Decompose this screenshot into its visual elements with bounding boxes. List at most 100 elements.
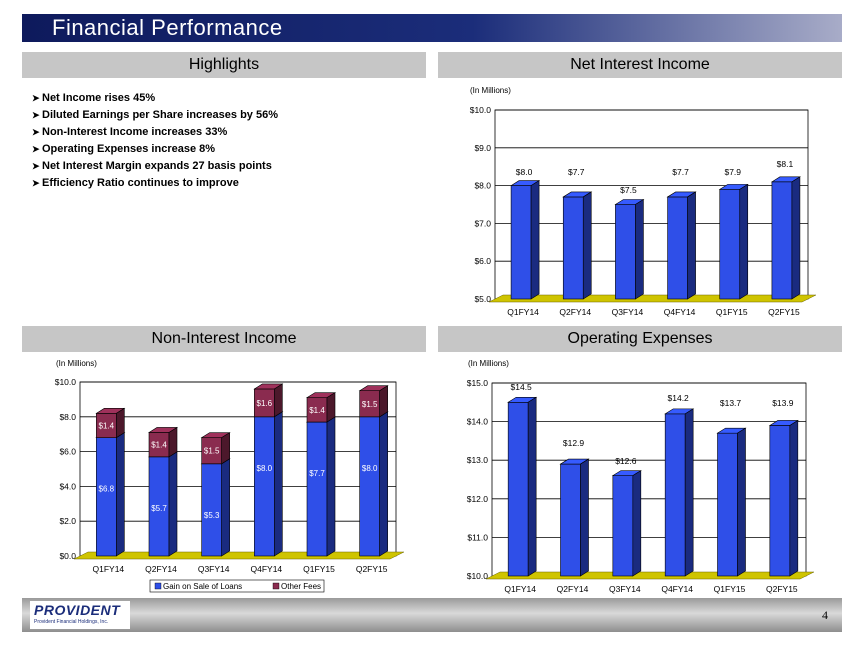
highlight-item: ➤ Operating Expenses increase 8% xyxy=(32,141,412,158)
bar-front xyxy=(562,196,584,300)
chart-floor xyxy=(73,551,405,560)
x-tick-label: Q4FY14 xyxy=(661,584,693,594)
data-label: $1.5 xyxy=(204,447,220,456)
bar-segment xyxy=(305,392,337,423)
y-tick-label: $15.0 xyxy=(467,378,489,388)
arrow-bullet-icon: ➤ xyxy=(32,93,40,103)
units-note: (In Millions) xyxy=(56,359,97,368)
bar-side xyxy=(168,426,178,458)
bar-front xyxy=(507,401,529,577)
x-tick-label: Q1FY15 xyxy=(716,307,748,317)
bar-front xyxy=(560,463,581,577)
highlight-text: Efficiency Ratio continues to improve xyxy=(42,177,239,189)
y-tick-label: $9.0 xyxy=(474,143,491,153)
bar-side xyxy=(274,411,283,557)
y-tick-label: $8.0 xyxy=(59,412,76,422)
bar-side xyxy=(379,411,388,557)
data-label: $1.6 xyxy=(257,399,273,408)
chart-floor xyxy=(488,294,817,303)
data-label: $8.0 xyxy=(257,464,273,473)
bar-side xyxy=(580,458,589,577)
bar-segment xyxy=(95,432,126,557)
y-tick-label: $6.0 xyxy=(474,256,491,266)
arrow-bullet-icon: ➤ xyxy=(32,178,40,188)
y-tick-label: $12.0 xyxy=(467,494,489,504)
highlight-item: ➤ Net Income rises 45% xyxy=(32,90,412,107)
highlight-item: ➤ Non-Interest Income increases 33% xyxy=(32,124,412,141)
bar-front xyxy=(510,185,532,300)
bar-segment xyxy=(305,416,337,557)
highlight-text: Non-Interest Income increases 33% xyxy=(42,126,228,138)
x-tick-label: Q2FY15 xyxy=(768,307,800,317)
x-tick-label: Q4FY14 xyxy=(251,564,283,574)
x-tick-label: Q1FY14 xyxy=(504,584,536,594)
bar-side xyxy=(635,198,644,300)
highlights-header: Highlights xyxy=(22,52,426,78)
legend-swatch xyxy=(154,582,162,590)
bar-side xyxy=(789,419,799,577)
data-label: $1.4 xyxy=(151,441,167,450)
plot-area xyxy=(79,381,397,557)
bar xyxy=(510,180,541,300)
y-tick-label: $2.0 xyxy=(59,516,76,526)
y-tick-label: $7.0 xyxy=(474,218,491,228)
non-interest-income-header: Non-Interest Income xyxy=(22,326,426,352)
legend-box xyxy=(149,579,325,593)
page-number: 4 xyxy=(822,608,828,622)
highlight-item: ➤ Diluted Earnings per Share increases by… xyxy=(32,107,412,124)
bar-segment xyxy=(147,426,179,458)
y-tick-label: $14.0 xyxy=(467,417,489,427)
units-note: (In Millions) xyxy=(468,359,509,368)
bar-side xyxy=(737,427,746,577)
bar-front xyxy=(771,181,793,300)
bar-side xyxy=(582,191,592,300)
bar-front xyxy=(612,475,634,577)
data-label: $8.1 xyxy=(777,159,794,169)
units-note: (In Millions) xyxy=(470,86,511,95)
highlight-text: Net Income rises 45% xyxy=(42,92,156,104)
x-tick-label: Q2FY14 xyxy=(145,564,177,574)
bar xyxy=(614,198,645,300)
data-label: $7.5 xyxy=(620,185,637,195)
bar xyxy=(716,427,747,577)
bar xyxy=(562,191,593,300)
bar xyxy=(718,183,749,300)
bar-side xyxy=(168,451,178,557)
bar-side xyxy=(530,180,540,300)
data-label: $7.7 xyxy=(568,167,585,177)
logo-wordmark: PROVIDENT xyxy=(34,602,121,618)
bar-side xyxy=(379,385,388,418)
bar-segment xyxy=(358,411,389,557)
x-tick-label: Q1FY14 xyxy=(507,307,539,317)
bar xyxy=(507,396,538,577)
operating-expenses-chart: (In Millions) $10.0 $11.0 $12.0 $13.0 $14.0 $1… xyxy=(467,359,815,594)
y-tick-label: $6.0 xyxy=(59,447,76,457)
bar-side xyxy=(739,183,749,300)
bar-front xyxy=(359,416,380,557)
bar-segment xyxy=(147,451,179,557)
y-tick-label: $13.0 xyxy=(467,455,489,465)
x-tick-label: Q2FY14 xyxy=(557,584,589,594)
provident-logo: PROVIDENT Provident Financial Holdings, … xyxy=(30,601,130,629)
data-label: $13.9 xyxy=(772,398,794,408)
data-label: $5.7 xyxy=(151,504,167,513)
bar-side xyxy=(791,176,801,300)
bar-front xyxy=(254,416,275,557)
highlight-text: Operating Expenses increase 8% xyxy=(42,143,216,155)
data-label: $8.0 xyxy=(516,167,533,177)
bar xyxy=(559,458,590,577)
non-interest-income-chart: (In Millions) $0.0 $2.0 $4.0 $6.0 $8.0 $10.0 $6… xyxy=(55,359,405,593)
data-label: $14.5 xyxy=(511,382,533,392)
highlight-item: ➤ Efficiency Ratio continues to improve xyxy=(32,175,412,192)
bar-front xyxy=(96,437,117,557)
bar-segment xyxy=(200,432,231,465)
net-interest-income-chart: (In Millions) $5.0 $6.0 $7.0 $8.0 $9.0 $10.0 $8… xyxy=(470,86,817,317)
y-tick-label: $5.0 xyxy=(474,294,491,304)
y-tick-label: $10.0 xyxy=(470,105,492,115)
bar-segment xyxy=(358,385,389,418)
net-interest-income-header: Net Interest Income xyxy=(438,52,842,78)
plot-area xyxy=(494,109,809,300)
x-tick-label: Q3FY14 xyxy=(612,307,644,317)
arrow-bullet-icon: ➤ xyxy=(32,110,40,120)
legend-label: Gain on Sale of Loans xyxy=(163,582,242,591)
